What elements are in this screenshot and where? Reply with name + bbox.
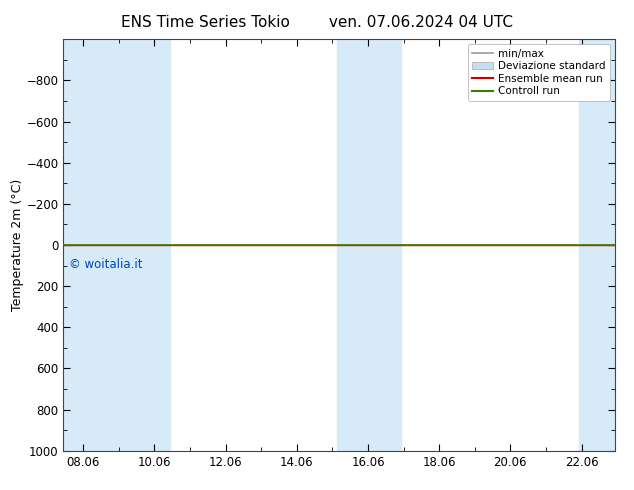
Bar: [63, 39, 117, 451]
Bar: [373, 39, 401, 451]
Text: © woitalia.it: © woitalia.it: [68, 258, 142, 271]
Bar: [337, 39, 373, 451]
Bar: [117, 39, 170, 451]
Legend: min/max, Deviazione standard, Ensemble mean run, Controll run: min/max, Deviazione standard, Ensemble m…: [468, 45, 610, 100]
Y-axis label: Temperature 2m (°C): Temperature 2m (°C): [11, 179, 23, 311]
Text: ENS Time Series Tokio        ven. 07.06.2024 04 UTC: ENS Time Series Tokio ven. 07.06.2024 04…: [121, 15, 513, 30]
Bar: [579, 39, 615, 451]
